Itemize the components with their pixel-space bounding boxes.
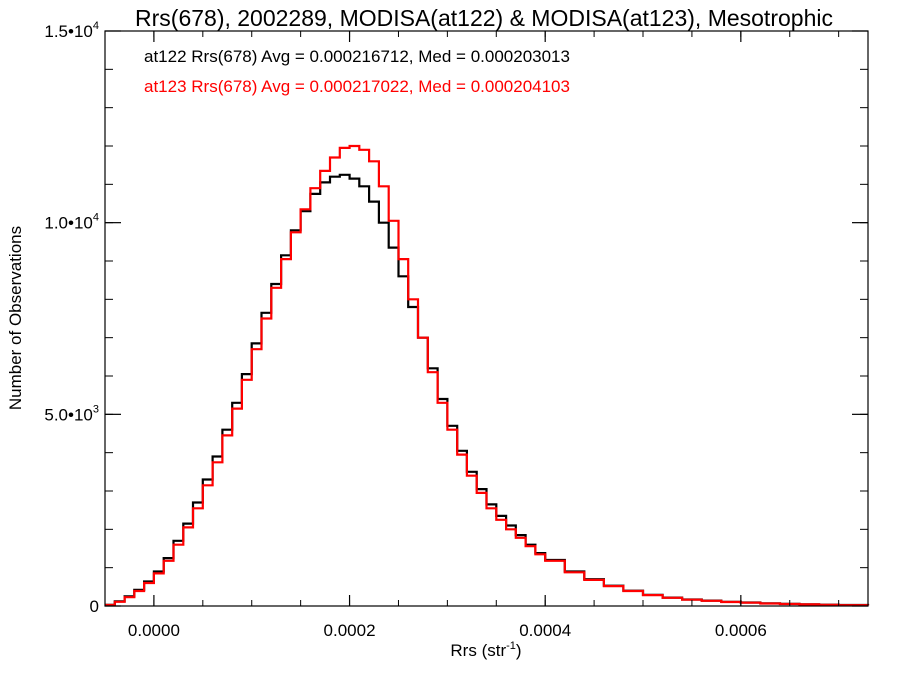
- annotation-at123: at123 Rrs(678) Avg = 0.000217022, Med = …: [144, 77, 570, 96]
- x-axis-label-main: Rrs (str: [450, 641, 506, 660]
- y-tick-label: 5.0•103: [44, 403, 99, 424]
- series-layer: [105, 144, 870, 607]
- x-tick-label: 0.0004: [519, 621, 571, 640]
- x-axis-label-superscript: -1: [506, 640, 516, 652]
- x-tick-label: 0.0000: [128, 621, 180, 640]
- y-tick-label: 1.5•104: [44, 20, 99, 41]
- plot-frame: [104, 30, 869, 607]
- y-tick-label: 0: [90, 597, 99, 616]
- x-axis-label-close: ): [516, 641, 522, 660]
- x-tick-label: 0.0002: [324, 621, 376, 640]
- series-line-1: [105, 144, 870, 607]
- tick-layer: 0.0000 0.0002 0.0004 0.0006 0 5.0•103 1.0•104 1…: [44, 20, 868, 640]
- y-axis-label: Number of Observations: [6, 226, 25, 410]
- annotation-at122: at122 Rrs(678) Avg = 0.000216712, Med = …: [144, 47, 570, 66]
- chart-title: Rrs(678), 2002289, MODISA(at122) & MODIS…: [135, 5, 833, 31]
- series-line-0: [105, 173, 870, 607]
- x-axis-label: Rrs (str-1): [450, 640, 521, 660]
- y-tick-label: 1.0•104: [44, 212, 99, 233]
- x-tick-label: 0.0006: [715, 621, 767, 640]
